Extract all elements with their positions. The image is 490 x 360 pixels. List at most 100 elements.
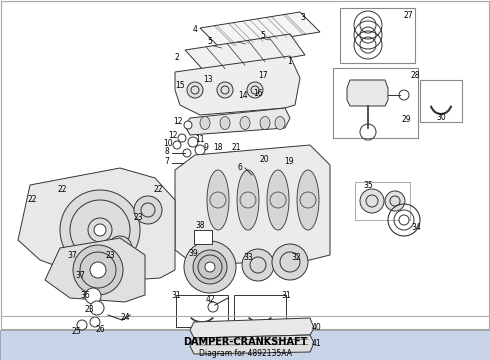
Polygon shape (190, 318, 314, 338)
Ellipse shape (134, 196, 162, 224)
Text: 15: 15 (175, 81, 185, 90)
Text: 29: 29 (401, 116, 411, 125)
Text: 39: 39 (188, 249, 198, 258)
Ellipse shape (90, 317, 100, 327)
Text: 23: 23 (133, 213, 143, 222)
Ellipse shape (60, 190, 140, 270)
FancyBboxPatch shape (420, 80, 462, 122)
Ellipse shape (85, 288, 101, 304)
Polygon shape (175, 56, 300, 115)
Text: 22: 22 (153, 185, 163, 194)
Text: 17: 17 (258, 71, 268, 80)
Ellipse shape (207, 170, 229, 230)
Text: 22: 22 (27, 195, 37, 204)
Ellipse shape (217, 82, 233, 98)
Ellipse shape (173, 141, 181, 149)
Ellipse shape (275, 117, 285, 130)
Ellipse shape (94, 224, 106, 236)
Text: 5: 5 (261, 31, 266, 40)
Text: 33: 33 (243, 252, 253, 261)
Ellipse shape (108, 236, 132, 260)
Ellipse shape (188, 137, 198, 147)
Ellipse shape (399, 215, 409, 225)
Ellipse shape (224, 152, 236, 164)
Text: 35: 35 (363, 180, 373, 189)
Polygon shape (200, 12, 320, 48)
FancyBboxPatch shape (176, 295, 228, 327)
Text: 22: 22 (57, 185, 67, 194)
Text: 37: 37 (67, 251, 77, 260)
Ellipse shape (183, 149, 191, 157)
FancyBboxPatch shape (0, 330, 490, 360)
FancyBboxPatch shape (234, 295, 286, 327)
Text: 4: 4 (193, 26, 197, 35)
Text: 25: 25 (71, 328, 81, 337)
Ellipse shape (77, 320, 87, 330)
Text: 40: 40 (311, 323, 321, 332)
Polygon shape (190, 335, 314, 354)
Text: 20: 20 (259, 156, 269, 165)
Text: 12: 12 (173, 117, 183, 126)
Text: 31: 31 (281, 291, 291, 300)
Ellipse shape (200, 117, 210, 130)
Ellipse shape (205, 262, 215, 272)
Text: 21: 21 (231, 144, 241, 153)
Text: 41: 41 (311, 339, 321, 348)
Text: Diagram for 4892135AA: Diagram for 4892135AA (198, 349, 292, 358)
Text: 38: 38 (195, 221, 205, 230)
Text: 5: 5 (208, 37, 213, 46)
Text: 6: 6 (238, 163, 243, 172)
Ellipse shape (195, 145, 205, 155)
Ellipse shape (208, 302, 218, 312)
Polygon shape (185, 108, 290, 135)
Text: 28: 28 (410, 71, 420, 80)
Ellipse shape (360, 189, 384, 213)
Text: 31: 31 (171, 291, 181, 300)
Text: 12: 12 (168, 130, 178, 139)
Ellipse shape (73, 245, 123, 295)
Ellipse shape (181, 163, 191, 173)
Polygon shape (45, 238, 145, 302)
FancyBboxPatch shape (355, 182, 410, 220)
Text: 18: 18 (213, 144, 223, 153)
Ellipse shape (242, 249, 274, 281)
Polygon shape (18, 168, 175, 282)
Text: DAMPER-CRANKSHAFT: DAMPER-CRANKSHAFT (183, 337, 307, 347)
Polygon shape (185, 34, 305, 72)
Ellipse shape (187, 82, 203, 98)
Text: 16: 16 (253, 89, 263, 98)
Text: 9: 9 (203, 144, 208, 153)
Text: 2: 2 (174, 54, 179, 63)
Text: 24: 24 (120, 314, 130, 323)
Ellipse shape (220, 117, 230, 130)
Polygon shape (347, 80, 388, 106)
Ellipse shape (399, 90, 409, 100)
Text: 23: 23 (105, 252, 115, 261)
Ellipse shape (184, 121, 192, 129)
Text: 23: 23 (84, 306, 94, 315)
Ellipse shape (247, 173, 257, 183)
Text: 11: 11 (195, 135, 205, 144)
Text: 27: 27 (403, 10, 413, 19)
Text: 30: 30 (436, 113, 446, 122)
Ellipse shape (90, 301, 104, 315)
Text: 36: 36 (80, 291, 90, 300)
Ellipse shape (240, 117, 250, 130)
Text: 13: 13 (203, 76, 213, 85)
FancyBboxPatch shape (194, 230, 212, 244)
Ellipse shape (272, 244, 308, 280)
Ellipse shape (385, 191, 405, 211)
FancyBboxPatch shape (333, 68, 418, 138)
Ellipse shape (184, 241, 236, 293)
Ellipse shape (247, 82, 263, 98)
Ellipse shape (178, 134, 186, 142)
Polygon shape (175, 145, 330, 265)
Ellipse shape (267, 170, 289, 230)
Text: 19: 19 (284, 158, 294, 166)
Ellipse shape (264, 159, 276, 171)
Ellipse shape (237, 170, 259, 230)
Text: 1: 1 (288, 58, 293, 67)
Ellipse shape (260, 117, 270, 130)
Text: 26: 26 (95, 325, 105, 334)
Text: 14: 14 (238, 90, 248, 99)
